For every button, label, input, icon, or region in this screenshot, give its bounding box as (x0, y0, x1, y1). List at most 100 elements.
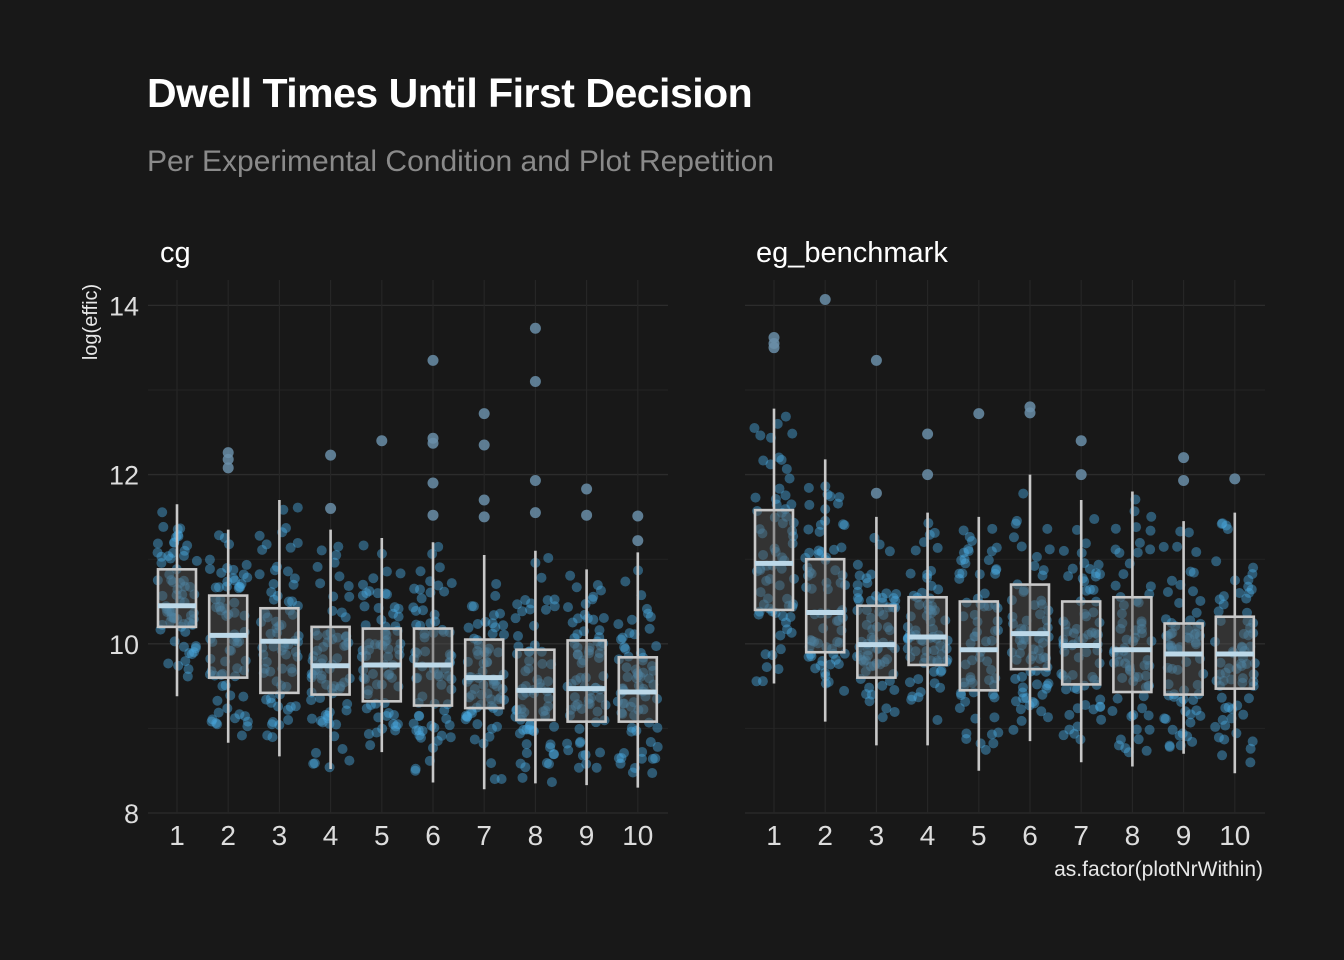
data-point (587, 594, 598, 605)
data-point (261, 694, 272, 705)
data-point (1038, 565, 1049, 576)
data-point (1136, 623, 1147, 634)
data-point (1145, 581, 1156, 592)
data-point (1014, 635, 1025, 646)
data-point (1029, 600, 1040, 611)
data-point (466, 689, 477, 700)
data-point (956, 690, 967, 701)
data-point (1190, 637, 1201, 648)
data-point (493, 647, 504, 658)
data-point (543, 758, 554, 769)
data-point (545, 742, 556, 753)
data-point (1071, 524, 1082, 535)
data-point (278, 641, 289, 652)
data-point (755, 563, 766, 574)
data-point (1118, 600, 1129, 611)
data-point (282, 566, 293, 577)
data-point (958, 525, 969, 536)
data-point (595, 692, 606, 703)
data-point (780, 617, 791, 628)
data-point (1072, 684, 1083, 695)
data-point (574, 723, 585, 734)
data-point (1234, 588, 1245, 599)
data-point (815, 660, 826, 671)
data-point (543, 693, 554, 704)
data-point (381, 566, 392, 577)
data-point (1133, 734, 1144, 745)
data-point (392, 719, 403, 730)
data-point (1172, 541, 1183, 552)
data-point (415, 732, 426, 743)
data-point (1081, 647, 1092, 658)
data-point (878, 609, 889, 620)
data-point (1008, 724, 1019, 735)
data-point (861, 605, 872, 616)
data-point (806, 635, 817, 646)
data-point (647, 661, 658, 672)
outlier-point (768, 332, 780, 344)
data-point (166, 612, 177, 623)
data-point (388, 718, 399, 729)
data-point (865, 661, 876, 672)
data-point (357, 590, 368, 601)
data-point (389, 602, 400, 613)
data-point (534, 678, 545, 689)
data-point (980, 636, 991, 647)
data-point (165, 616, 176, 627)
data-point (1187, 736, 1198, 747)
data-point (343, 581, 354, 592)
data-point (542, 595, 553, 606)
data-point (372, 588, 383, 599)
data-point (890, 595, 901, 606)
data-point (1145, 544, 1156, 555)
data-point (417, 725, 428, 736)
outlier-point (1024, 401, 1036, 413)
data-point (877, 680, 888, 691)
data-point (619, 642, 630, 653)
data-point (755, 587, 766, 598)
data-point (334, 683, 345, 694)
data-point (546, 777, 557, 788)
data-point (1033, 645, 1044, 656)
data-point (336, 607, 347, 618)
data-point (1219, 734, 1230, 745)
data-point (540, 604, 551, 615)
data-point (432, 669, 443, 680)
data-point (1164, 740, 1175, 751)
data-point (932, 542, 943, 553)
data-point (852, 593, 863, 604)
box-iqr (753, 508, 795, 612)
data-point (156, 551, 167, 562)
data-point (572, 613, 583, 624)
data-point (775, 644, 786, 655)
data-point (927, 623, 938, 634)
data-point (863, 645, 874, 656)
data-point (1242, 616, 1253, 627)
data-point (549, 721, 560, 732)
data-point (1238, 709, 1249, 720)
data-point (1188, 695, 1199, 706)
data-point (620, 643, 631, 654)
data-point (1140, 682, 1151, 693)
data-point (917, 587, 928, 598)
data-point (464, 692, 475, 703)
x-tick-label: 10 (1219, 820, 1250, 851)
data-point (975, 738, 986, 749)
data-point (1095, 569, 1106, 580)
data-point (960, 558, 971, 569)
data-point (180, 656, 191, 667)
data-point (825, 659, 836, 670)
data-point (927, 601, 938, 612)
data-point (1110, 580, 1121, 591)
data-point (1215, 616, 1226, 627)
data-point (434, 562, 445, 573)
data-point (1190, 628, 1201, 639)
data-point (1086, 627, 1097, 638)
data-point (491, 578, 502, 589)
data-point (316, 670, 327, 681)
data-point (388, 608, 399, 619)
data-point (965, 674, 976, 685)
data-point (1167, 663, 1178, 674)
data-point (265, 628, 276, 639)
